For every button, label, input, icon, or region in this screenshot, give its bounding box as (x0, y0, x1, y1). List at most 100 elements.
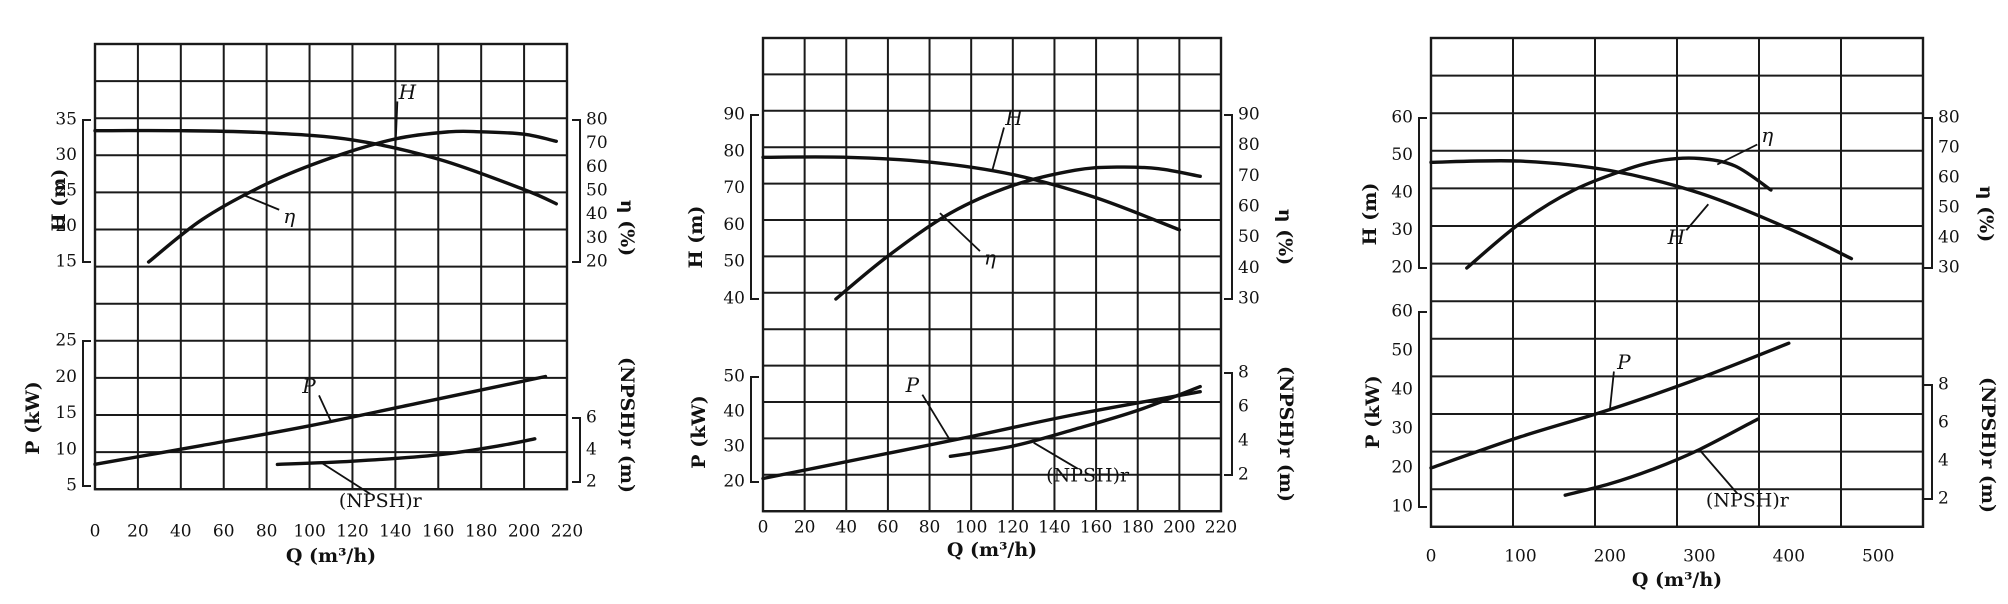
power-axis-label: P (kW) (688, 395, 710, 468)
x-tick-label: 80 (919, 518, 941, 538)
efficiency-curve-label: η (1761, 123, 1773, 147)
pump-chart-3: 0 100 200 300 400 500 Q (m³/h) 20 30 40 50 60 H (m) 3… (1359, 36, 1999, 591)
power-axis-tick: 40 (1391, 380, 1413, 400)
efficiency-curve (146, 129, 558, 264)
power-axis-tick: 20 (1391, 458, 1413, 478)
npsh-curve-label: (NPSH)r (1706, 490, 1790, 512)
power-axis-label: P (kW) (22, 381, 44, 454)
x-tick-label: 300 (1683, 547, 1715, 567)
npsh-axis-tick: 6 (1938, 413, 1949, 433)
efficiency-axis-tick: 30 (1238, 289, 1260, 309)
power-axis-tick: 10 (55, 439, 77, 459)
head-leader (394, 101, 399, 150)
npsh-axis-tick: 6 (586, 408, 597, 428)
npsh-axis-tick: 6 (1238, 397, 1249, 417)
x-tick-label: 20 (127, 522, 149, 542)
efficiency-curve (1465, 156, 1773, 270)
power-axis-tick: 30 (723, 437, 745, 457)
power-axis-tick: 15 (55, 403, 77, 423)
power-axis-tick: 20 (55, 367, 77, 387)
efficiency-axis-tick: 70 (1938, 138, 1960, 158)
head-axis-label: H (m) (1359, 183, 1381, 246)
efficiency-axis-label: η (%) (1975, 186, 1997, 242)
efficiency-axis-label: η (%) (1274, 209, 1296, 265)
head-axis-tick: 30 (1391, 220, 1413, 240)
efficiency-axis-tick: 50 (1938, 198, 1960, 218)
npsh-axis-tick: 2 (586, 472, 597, 492)
npsh-axis-tick: 4 (1938, 451, 1949, 471)
efficiency-axis-label: η (%) (616, 200, 638, 256)
head-curve-label: H (1004, 106, 1023, 130)
efficiency-axis-tick: 60 (586, 157, 608, 177)
power-axis-tick: 10 (1391, 497, 1413, 517)
efficiency-axis-tick: 90 (1238, 105, 1260, 125)
power-axis-tick: 50 (723, 367, 745, 387)
npsh-axis-tick: 2 (1238, 465, 1249, 485)
efficiency-axis-tick: 80 (1238, 135, 1260, 155)
x-tick-label: 220 (1205, 518, 1237, 538)
x-tick-label: 160 (1080, 518, 1112, 538)
efficiency-axis-tick: 70 (586, 133, 608, 153)
npsh-curve (1563, 417, 1760, 497)
head-axis-tick: 70 (723, 178, 745, 198)
head-axis-tick: 25 (55, 181, 77, 201)
power-leader (318, 394, 332, 422)
npsh-leader (1033, 441, 1079, 470)
npsh-axis-tick: 2 (1938, 489, 1949, 509)
power-leader (921, 394, 952, 442)
x-tick-label: 40 (835, 518, 857, 538)
x-tick-label: 60 (877, 518, 899, 538)
head-axis-tick: 60 (1391, 108, 1413, 128)
head-axis-tick: 20 (1391, 258, 1413, 278)
head-axis-label: H (m) (48, 169, 70, 232)
npsh-curve-label: (NPSH)r (1046, 465, 1130, 487)
efficiency-axis-line (572, 119, 581, 263)
x-tick-label: 100 (1504, 547, 1536, 567)
npsh-axis-line (572, 417, 581, 483)
npsh-axis-tick: 4 (1238, 431, 1249, 451)
head-leader (991, 127, 1005, 172)
efficiency-axis-tick: 20 (586, 252, 608, 272)
head-curve (1429, 159, 1854, 261)
head-axis-tick: 40 (1391, 183, 1413, 203)
grid (1430, 37, 1924, 528)
head-axis-tick: 40 (723, 289, 745, 309)
power-curve-label: P (905, 373, 920, 397)
plot-frame (93, 42, 569, 491)
power-axis-tick: 20 (723, 472, 745, 492)
efficiency-axis-tick: 60 (1938, 168, 1960, 188)
head-axis-line (82, 119, 91, 263)
x-tick-label: 200 (1594, 547, 1626, 567)
power-axis-label: P (kW) (1362, 375, 1384, 448)
npsh-leader (1698, 449, 1739, 495)
npsh-axis-tick: 4 (586, 440, 597, 460)
npsh-axis-line (1224, 372, 1233, 476)
npsh-curve-label: (NPSH)r (339, 490, 423, 512)
head-curve-label: H (1667, 225, 1686, 249)
npsh-curve (948, 384, 1202, 458)
grid (762, 37, 1222, 513)
power-leader (1609, 371, 1615, 410)
efficiency-axis-tick: 40 (1238, 258, 1260, 278)
npsh-leader (319, 461, 371, 495)
power-axis-tick: 30 (1391, 419, 1413, 439)
x-axis-label: Q (m³/h) (286, 545, 376, 567)
efficiency-axis-line (1224, 114, 1233, 300)
efficiency-axis-tick: 80 (586, 110, 608, 130)
x-tick-label: 200 (1163, 518, 1195, 538)
efficiency-axis-tick: 80 (1938, 108, 1960, 128)
head-axis-label: H (m) (685, 206, 707, 269)
efficiency-axis-tick: 70 (1238, 166, 1260, 186)
x-axis-label: Q (m³/h) (1632, 569, 1722, 591)
x-tick-label: 60 (213, 522, 235, 542)
x-tick-label: 100 (293, 522, 325, 542)
efficiency-axis-line (1924, 117, 1933, 269)
x-tick-label: 0 (90, 522, 101, 542)
x-tick-label: 160 (422, 522, 454, 542)
power-curve (761, 390, 1202, 481)
x-tick-label: 140 (379, 522, 411, 542)
head-axis-tick: 35 (55, 110, 77, 130)
head-axis-tick: 60 (723, 215, 745, 235)
power-axis-tick: 5 (66, 476, 77, 496)
efficiency-axis-tick: 40 (586, 204, 608, 224)
